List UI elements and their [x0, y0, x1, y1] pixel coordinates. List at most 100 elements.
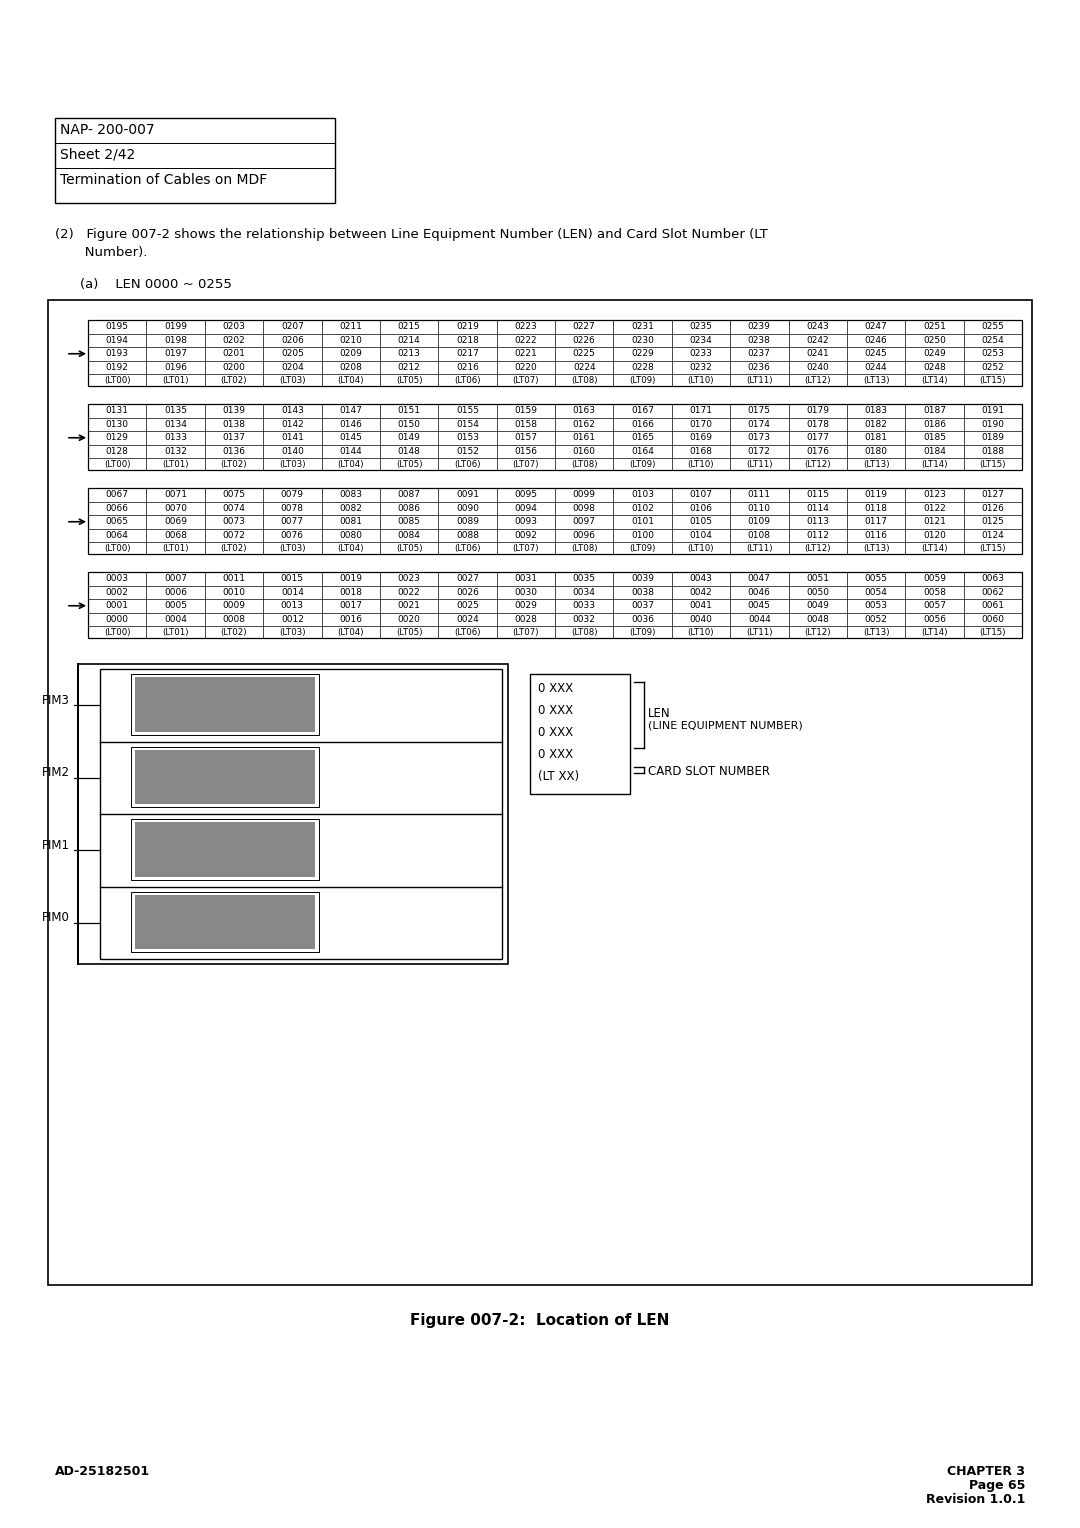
Text: 0068: 0068	[164, 530, 187, 539]
Text: 0002: 0002	[106, 588, 129, 597]
Text: 0201: 0201	[222, 350, 245, 358]
Text: (LT13): (LT13)	[863, 544, 889, 553]
Text: 0133: 0133	[164, 434, 187, 442]
Text: 0069: 0069	[164, 518, 187, 526]
Text: 0187: 0187	[923, 406, 946, 416]
Text: 0091: 0091	[456, 490, 478, 500]
Text: 0251: 0251	[923, 322, 946, 332]
Text: (LT15): (LT15)	[980, 376, 1007, 385]
Text: (LT15): (LT15)	[980, 628, 1007, 637]
Bar	[78, 665, 508, 964]
Text: 0182: 0182	[865, 420, 888, 429]
Text: 0113: 0113	[806, 518, 829, 526]
Text: 0060: 0060	[982, 614, 1004, 623]
Text: 0005: 0005	[164, 601, 187, 610]
Text: 0008: 0008	[222, 614, 245, 623]
Bar	[530, 674, 630, 795]
Text: 0038: 0038	[631, 588, 654, 597]
Text: 0200: 0200	[222, 362, 245, 371]
Text: Revision 1.0.1: Revision 1.0.1	[926, 1493, 1025, 1507]
Text: 0183: 0183	[865, 406, 888, 416]
Text: 0224: 0224	[572, 362, 595, 371]
Bar	[55, 118, 335, 203]
Text: 0208: 0208	[339, 362, 362, 371]
Text: 0034: 0034	[572, 588, 596, 597]
Text: 0247: 0247	[865, 322, 888, 332]
Text: 0249: 0249	[923, 350, 946, 358]
Text: 0245: 0245	[865, 350, 888, 358]
Text: 0007: 0007	[164, 575, 187, 584]
Text: (LT02): (LT02)	[220, 628, 247, 637]
Text: (LT13): (LT13)	[863, 376, 889, 385]
Text: PIM1: PIM1	[42, 839, 70, 851]
Text: 0154: 0154	[456, 420, 478, 429]
Text: 0155: 0155	[456, 406, 478, 416]
Text: 0223: 0223	[514, 322, 537, 332]
Text: (LT13): (LT13)	[863, 460, 889, 469]
Text: 0088: 0088	[456, 530, 478, 539]
Text: 0079: 0079	[281, 490, 303, 500]
Text: (LT12): (LT12)	[805, 628, 831, 637]
Text: 0081: 0081	[339, 518, 362, 526]
Text: 0172: 0172	[747, 446, 771, 455]
Text: 0184: 0184	[923, 446, 946, 455]
Text: 0241: 0241	[807, 350, 829, 358]
Text: 0142: 0142	[281, 420, 303, 429]
Text: 0181: 0181	[865, 434, 888, 442]
Text: 0095: 0095	[514, 490, 538, 500]
Text: 0233: 0233	[689, 350, 713, 358]
Text: 0170: 0170	[689, 420, 713, 429]
Text: 0072: 0072	[222, 530, 245, 539]
Text: 0101: 0101	[631, 518, 654, 526]
Text: (LT10): (LT10)	[688, 376, 714, 385]
Text: 0212: 0212	[397, 362, 420, 371]
Text: 0080: 0080	[339, 530, 362, 539]
Text: LEN: LEN	[648, 707, 671, 720]
Text: 0073: 0073	[222, 518, 245, 526]
Text: 0063: 0063	[982, 575, 1004, 584]
Text: 0124: 0124	[982, 530, 1004, 539]
Text: 0221: 0221	[514, 350, 537, 358]
Text: 0041: 0041	[689, 601, 713, 610]
Text: 0108: 0108	[747, 530, 771, 539]
Text: (LT03): (LT03)	[279, 460, 306, 469]
Text: 0037: 0037	[631, 601, 654, 610]
Text: 0084: 0084	[397, 530, 420, 539]
Text: (LT03): (LT03)	[279, 544, 306, 553]
Text: NAP- 200-007: NAP- 200-007	[60, 122, 154, 138]
Text: (LT04): (LT04)	[337, 460, 364, 469]
Text: Sheet 2/42: Sheet 2/42	[60, 148, 135, 162]
Text: 0218: 0218	[456, 336, 478, 345]
Text: (LT00): (LT00)	[104, 376, 131, 385]
Text: 0092: 0092	[514, 530, 537, 539]
Text: 0237: 0237	[747, 350, 771, 358]
Text: (LINE EQUIPMENT NUMBER): (LINE EQUIPMENT NUMBER)	[648, 721, 802, 730]
Text: 0015: 0015	[281, 575, 303, 584]
Text: (LT00): (LT00)	[104, 628, 131, 637]
Text: 0198: 0198	[164, 336, 187, 345]
Text: 0043: 0043	[689, 575, 713, 584]
Text: (LT07): (LT07)	[513, 544, 539, 553]
Text: (LT11): (LT11)	[746, 460, 772, 469]
Text: (LT06): (LT06)	[455, 460, 481, 469]
Text: 0042: 0042	[689, 588, 713, 597]
Text: 0103: 0103	[631, 490, 654, 500]
Text: (LT12): (LT12)	[805, 376, 831, 385]
Text: 0039: 0039	[631, 575, 654, 584]
Bar	[87, 319, 1022, 387]
Text: 0114: 0114	[807, 504, 829, 513]
Text: 0047: 0047	[747, 575, 771, 584]
Text: 0255: 0255	[982, 322, 1004, 332]
Text: 0024: 0024	[456, 614, 478, 623]
Text: (LT06): (LT06)	[455, 628, 481, 637]
Text: 0175: 0175	[747, 406, 771, 416]
Text: 0086: 0086	[397, 504, 420, 513]
Text: 0067: 0067	[106, 490, 129, 500]
Text: (LT09): (LT09)	[630, 628, 656, 637]
Bar	[87, 571, 1022, 639]
Text: 0174: 0174	[747, 420, 771, 429]
Text: 0151: 0151	[397, 406, 420, 416]
Text: (2)   Figure 007-2 shows the relationship between Line Equipment Number (LEN) an: (2) Figure 007-2 shows the relationship …	[55, 228, 768, 241]
Text: 0191: 0191	[982, 406, 1004, 416]
Text: 0164: 0164	[631, 446, 654, 455]
